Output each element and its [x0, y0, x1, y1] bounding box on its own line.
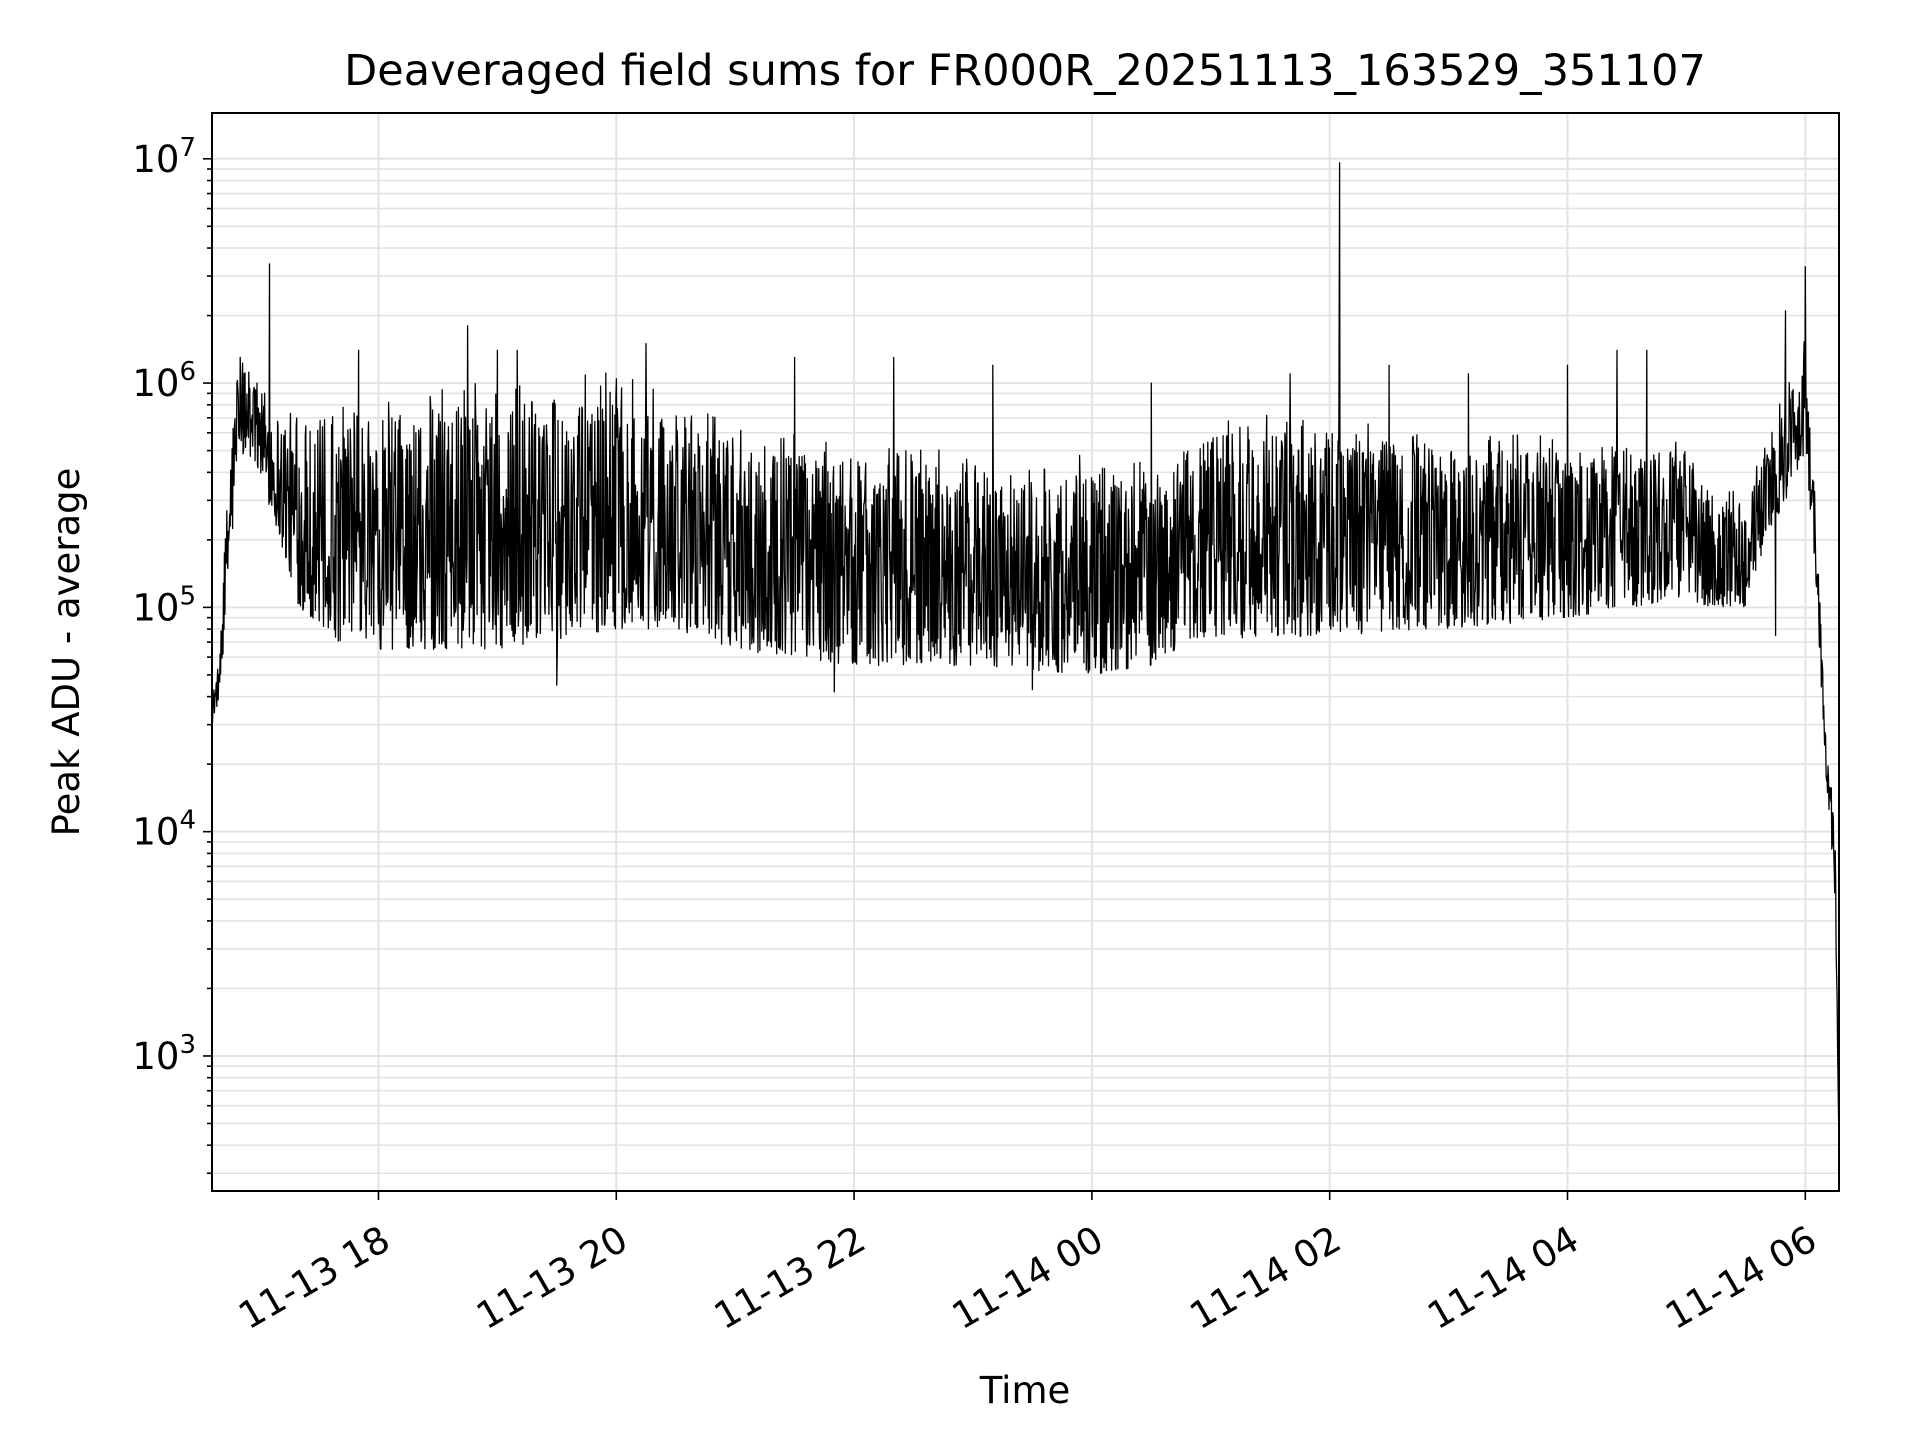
grid-lines [212, 113, 1839, 1191]
y-tick-label: 107 [132, 133, 196, 181]
y-axis-label: Peak ADU - average [45, 468, 88, 837]
chart-title: Deaveraged field sums for FR000R_2025111… [344, 46, 1706, 96]
x-axis-label: Time [979, 1369, 1071, 1412]
y-tick-label: 104 [132, 806, 196, 854]
y-tick-label: 106 [132, 357, 196, 405]
plot-frame [211, 112, 1840, 1192]
y-tick-label: 103 [132, 1030, 196, 1078]
series-line [211, 162, 1840, 1146]
y-tick-label: 105 [132, 581, 196, 629]
data-series [211, 162, 1840, 1146]
